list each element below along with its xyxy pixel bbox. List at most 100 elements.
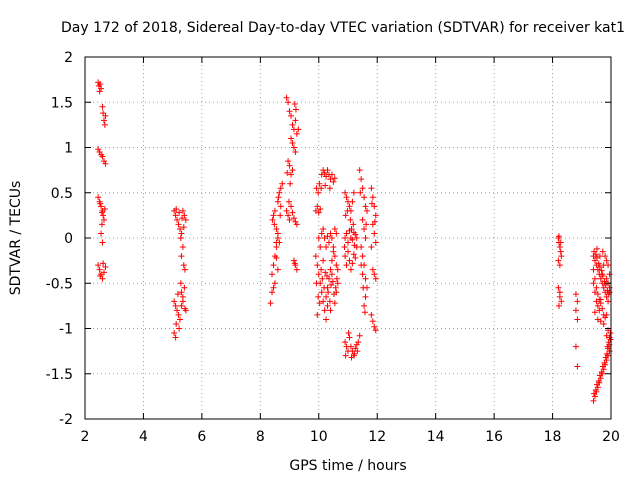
data-point	[275, 194, 282, 201]
data-points	[95, 79, 614, 404]
data-point	[603, 350, 610, 357]
data-point	[274, 198, 281, 205]
data-point	[288, 171, 295, 178]
data-point	[292, 106, 299, 113]
data-point	[596, 372, 603, 379]
data-point	[175, 221, 182, 228]
data-point	[181, 305, 188, 312]
data-point	[181, 284, 188, 291]
data-point	[100, 216, 107, 223]
data-point	[346, 203, 353, 210]
data-point	[323, 273, 330, 280]
data-point	[283, 207, 290, 214]
data-point	[172, 212, 179, 219]
data-point	[349, 236, 356, 243]
data-point	[98, 85, 105, 92]
data-point	[572, 307, 579, 314]
data-point	[361, 302, 368, 309]
data-point	[556, 244, 563, 251]
data-point	[558, 298, 565, 305]
data-point	[100, 260, 107, 267]
data-point	[327, 307, 334, 314]
y-tick-label: 1	[64, 141, 73, 157]
data-point	[347, 343, 354, 350]
data-point	[353, 341, 360, 348]
data-point	[100, 269, 107, 276]
data-point	[598, 267, 605, 274]
data-point	[327, 266, 334, 273]
data-point	[350, 251, 357, 258]
data-point	[286, 108, 293, 115]
data-point	[287, 180, 294, 187]
data-point	[320, 298, 327, 305]
data-point	[274, 266, 281, 273]
data-point	[361, 225, 368, 232]
data-point	[96, 266, 103, 273]
data-point	[101, 206, 108, 213]
data-point	[177, 235, 184, 241]
data-point	[318, 266, 325, 273]
data-point	[346, 227, 353, 234]
data-point	[270, 284, 277, 291]
data-point	[591, 309, 598, 316]
y-axis-label: SDTVAR / TECUs	[8, 181, 24, 296]
data-point	[176, 316, 183, 323]
data-point	[603, 311, 610, 318]
data-point	[288, 112, 295, 119]
data-point	[362, 293, 369, 300]
data-point	[100, 212, 107, 219]
x-tick-label: 10	[310, 429, 328, 445]
data-point	[323, 316, 330, 323]
data-point	[333, 289, 340, 296]
data-point	[178, 289, 185, 296]
data-point	[607, 336, 614, 343]
data-point	[347, 266, 354, 273]
data-point	[314, 203, 321, 210]
data-point	[174, 307, 181, 314]
data-point	[605, 298, 612, 305]
data-point	[318, 289, 325, 296]
data-point	[556, 289, 563, 296]
data-point	[292, 117, 299, 124]
data-point	[360, 284, 367, 291]
data-point	[290, 144, 297, 151]
data-point	[372, 327, 379, 334]
data-point	[288, 203, 295, 210]
data-point	[345, 239, 351, 246]
data-point	[326, 185, 333, 192]
data-point	[359, 253, 366, 260]
data-point	[598, 368, 605, 375]
data-point	[295, 126, 302, 133]
data-point	[323, 244, 330, 251]
data-point	[289, 167, 296, 174]
data-point	[321, 169, 328, 176]
data-point	[99, 153, 106, 160]
data-point	[368, 244, 375, 251]
data-point	[344, 207, 351, 214]
data-point	[371, 323, 378, 330]
data-point	[321, 307, 328, 314]
data-point	[285, 212, 292, 219]
data-point	[355, 339, 362, 346]
data-point	[324, 167, 331, 174]
data-point	[590, 266, 597, 273]
data-point	[574, 298, 581, 305]
data-point	[345, 248, 351, 255]
data-point	[293, 266, 300, 273]
y-tick-label: -1	[59, 322, 73, 338]
data-point	[288, 135, 295, 142]
data-point	[171, 330, 178, 337]
data-point	[600, 320, 607, 327]
data-point	[328, 271, 335, 278]
data-point	[331, 175, 338, 182]
data-point	[596, 253, 603, 260]
data-point	[333, 230, 340, 237]
data-point	[341, 244, 348, 251]
data-point	[173, 206, 180, 213]
y-tick-label: -1.5	[46, 367, 73, 383]
data-point	[558, 253, 565, 260]
data-point	[328, 171, 335, 178]
data-point	[557, 239, 564, 246]
data-point	[269, 289, 276, 296]
data-point	[312, 253, 319, 260]
